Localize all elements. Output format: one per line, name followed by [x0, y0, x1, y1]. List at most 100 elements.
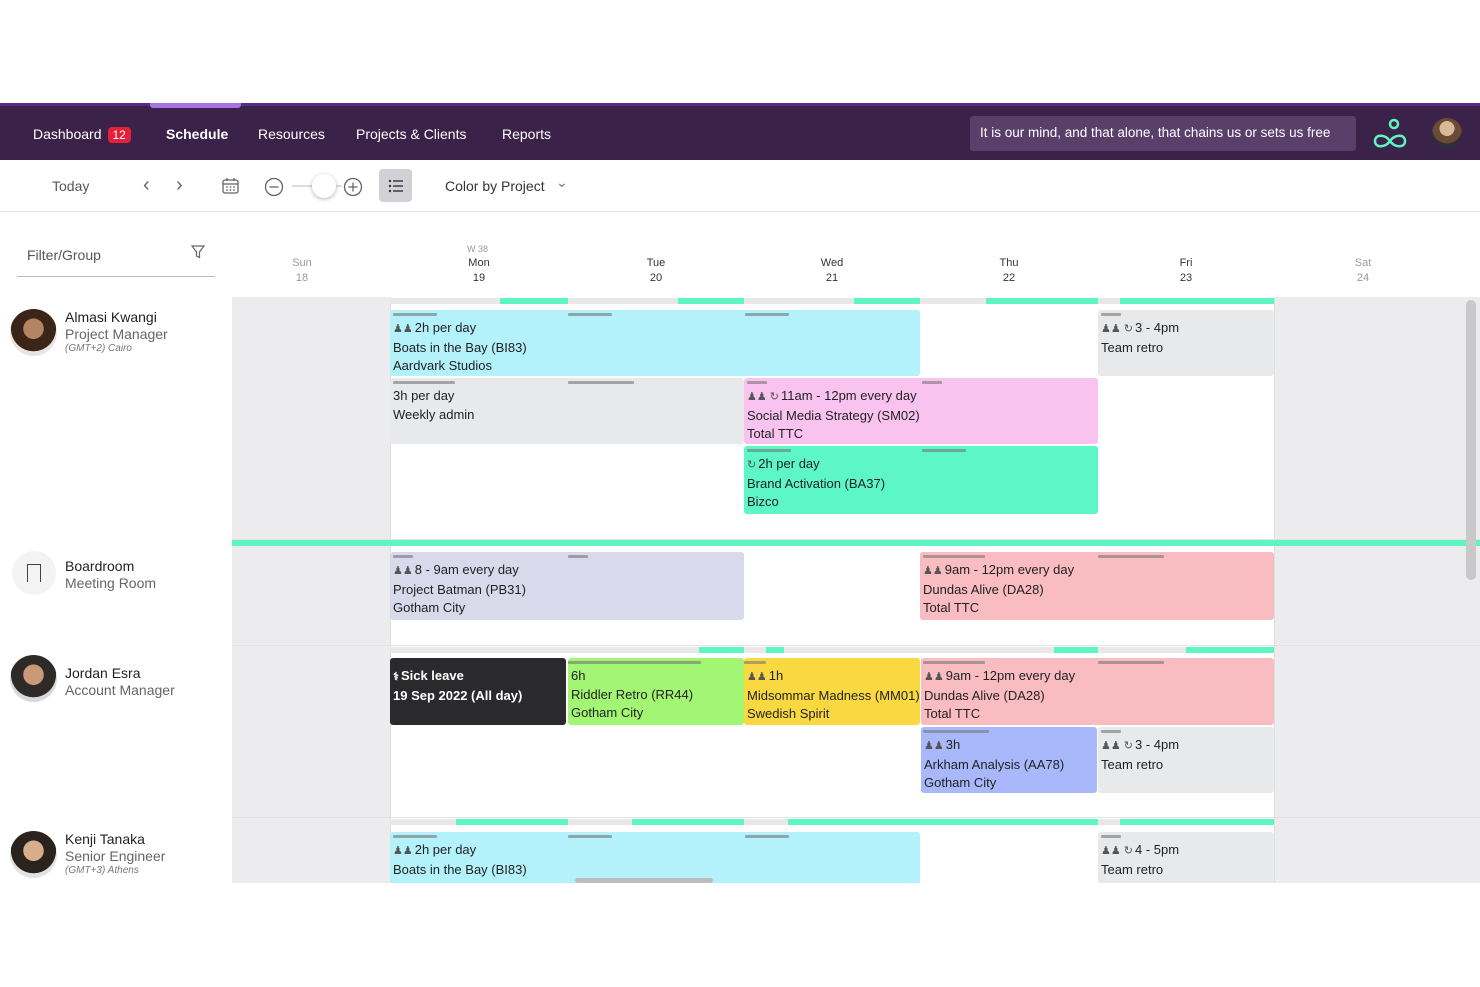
task-time: 11am - 12pm every day	[781, 388, 917, 403]
task-project: Midsommar Madness (MM01)	[747, 687, 920, 703]
people-icon: ♟♟	[393, 323, 413, 335]
person-row-boardroom[interactable]: Boardroom Meeting Room	[0, 546, 232, 646]
list-view-button[interactable]	[379, 169, 412, 202]
time-off-card[interactable]: ⚕ Sick leave 19 Sep 2022 (All day)	[390, 658, 566, 725]
schedule-grid[interactable]: ♟♟ 2h per day Boats in the Bay (BI83) Aar…	[232, 297, 1480, 883]
task-card[interactable]: ♟♟ ↻ 11am - 12pm every day Social Media S…	[744, 378, 1098, 444]
people-repeat-icon: ♟♟ ↻	[1101, 323, 1133, 335]
task-card[interactable]: ♟♟ 3h Arkham Analysis (AA78) Gotham City	[921, 727, 1097, 793]
task-project: Team retro	[1101, 861, 1164, 877]
task-card[interactable]: ♟♟ ↻ 3 - 4pm Team retro	[1098, 727, 1274, 793]
task-time: 2h per day	[758, 456, 820, 471]
nav-resources[interactable]: Resources	[258, 126, 325, 142]
capacity-bar	[390, 647, 1274, 653]
nav-projects-clients[interactable]: Projects & Clients	[356, 126, 467, 142]
day-number: 21	[825, 272, 839, 284]
time-off-date: 19 Sep 2022 (All day)	[393, 687, 523, 703]
day-name: Fri	[1179, 257, 1193, 269]
day-header-sun[interactable]: Sun 18	[272, 256, 332, 286]
day-number: 20	[649, 272, 663, 284]
day-name: Mon	[468, 257, 490, 269]
chevron-right-icon[interactable]: ›	[176, 174, 183, 196]
task-card[interactable]: ↻ 2h per day Brand Activation (BA37) Bizc…	[744, 446, 1098, 514]
chevron-left-icon[interactable]: ‹	[143, 174, 150, 196]
day-header-fri[interactable]: Fri 23	[1156, 256, 1216, 286]
zoom-out-icon[interactable]	[264, 177, 284, 197]
chevron-down-icon[interactable]: ⌄	[556, 174, 568, 190]
task-time: 9am - 12pm every day	[945, 668, 1076, 683]
filter-icon[interactable]	[191, 245, 205, 259]
person-row-almasi[interactable]: Almasi Kwangi Project Manager (GMT+2) Ca…	[0, 297, 232, 540]
day-header-wed[interactable]: Wed 21	[802, 256, 862, 286]
person-name: Boardroom	[65, 558, 135, 574]
task-card[interactable]: ♟♟ 2h per day Boats in the Bay (BI83) Aar…	[390, 310, 920, 376]
filter-group-input[interactable]: Filter/Group	[17, 237, 215, 277]
task-card[interactable]: 6h Riddler Retro (RR44) Gotham City	[568, 658, 744, 725]
top-nav: Dashboard 12 Schedule Resources Projects …	[0, 103, 1480, 160]
task-card[interactable]: ♟♟ 8 - 9am every day Project Batman (PB31…	[390, 552, 744, 620]
task-client: Total TTC	[924, 706, 981, 721]
task-client: Swedish Spirit	[747, 706, 830, 721]
task-client: Gotham City	[393, 600, 466, 615]
user-avatar[interactable]	[1432, 118, 1462, 148]
day-header-thu[interactable]: Thu 22	[979, 256, 1039, 286]
capacity-bar	[456, 819, 568, 825]
vertical-scrollbar[interactable]	[1466, 300, 1476, 580]
person-name: Jordan Esra	[65, 665, 141, 681]
filter-label: Filter/Group	[27, 247, 101, 263]
zoom-slider-handle[interactable]	[312, 174, 336, 198]
task-client: Total TTC	[747, 426, 804, 441]
person-row-kenji[interactable]: Kenji Tanaka Senior Engineer (GMT+3) Ath…	[0, 819, 232, 883]
capacity-bar	[699, 647, 744, 653]
task-project: Team retro	[1101, 756, 1164, 772]
horizontal-scrollbar[interactable]	[575, 878, 713, 883]
day-number: 22	[1002, 272, 1016, 284]
day-number: 24	[1356, 272, 1370, 284]
calendar-icon[interactable]	[222, 177, 239, 194]
capacity-bar	[788, 819, 1098, 825]
task-time: 3h per day	[393, 388, 455, 403]
zoom-in-icon[interactable]	[343, 177, 363, 197]
person-name: Kenji Tanaka	[65, 831, 145, 847]
task-card[interactable]: ♟♟ 9am - 12pm every day Dundas Alive (DA2…	[920, 552, 1274, 620]
people-repeat-icon: ♟♟ ↻	[1101, 740, 1133, 752]
person-role: Project Manager	[65, 326, 168, 342]
task-time: 3 - 4pm	[1135, 737, 1180, 752]
task-client: Bizco	[747, 494, 779, 509]
task-project: Arkham Analysis (AA78)	[924, 756, 1065, 772]
day-header-sat[interactable]: Sat 24	[1333, 256, 1393, 286]
person-row-jordan[interactable]: Jordan Esra Account Manager	[0, 647, 232, 817]
task-time: 4 - 5pm	[1135, 842, 1180, 857]
avatar	[10, 655, 57, 702]
task-project: Project Batman (PB31)	[393, 581, 526, 597]
task-card[interactable]: 3h per day Weekly admin	[390, 378, 744, 444]
today-button[interactable]: Today	[52, 178, 90, 194]
day-header-mon[interactable]: Mon 19	[449, 256, 509, 286]
nav-schedule[interactable]: Schedule	[166, 126, 229, 142]
color-by-dropdown[interactable]: Color by Project	[445, 178, 545, 194]
nav-dashboard[interactable]: Dashboard 12	[33, 126, 131, 143]
infinity-logo-icon[interactable]	[1372, 117, 1408, 153]
task-card[interactable]: ♟♟ 1h Midsommar Madness (MM01) Swedish Sp…	[744, 658, 920, 725]
capacity-bar	[232, 540, 1480, 546]
day-name: Thu	[999, 257, 1019, 269]
task-card[interactable]: ♟♟ ↻ 4 - 5pm Team retro	[1098, 832, 1274, 883]
people-icon: ♟♟	[393, 845, 413, 857]
task-project: Team retro	[1101, 339, 1164, 355]
capacity-bar	[854, 298, 920, 304]
row-divider	[232, 817, 1480, 818]
day-header-tue[interactable]: Tue 20	[626, 256, 686, 286]
task-project: Brand Activation (BA37)	[747, 475, 886, 491]
task-card[interactable]: ♟♟ 9am - 12pm every day Dundas Alive (DA2…	[921, 658, 1274, 725]
task-project: Boats in the Bay (BI83)	[393, 861, 527, 877]
task-card[interactable]: ♟♟ 2h per day Boats in the Bay (BI83)	[390, 832, 920, 883]
capacity-bar	[678, 298, 744, 304]
task-project: Social Media Strategy (SM02)	[747, 407, 920, 423]
stethoscope-icon: ⚕	[393, 671, 399, 683]
row-divider	[232, 539, 1480, 540]
capacity-bar	[632, 819, 744, 825]
nav-reports[interactable]: Reports	[502, 126, 552, 142]
task-time: 6h	[571, 668, 586, 683]
person-timezone: (GMT+3) Athens	[65, 865, 139, 876]
task-card[interactable]: ♟♟ ↻ 3 - 4pm Team retro	[1098, 310, 1274, 376]
